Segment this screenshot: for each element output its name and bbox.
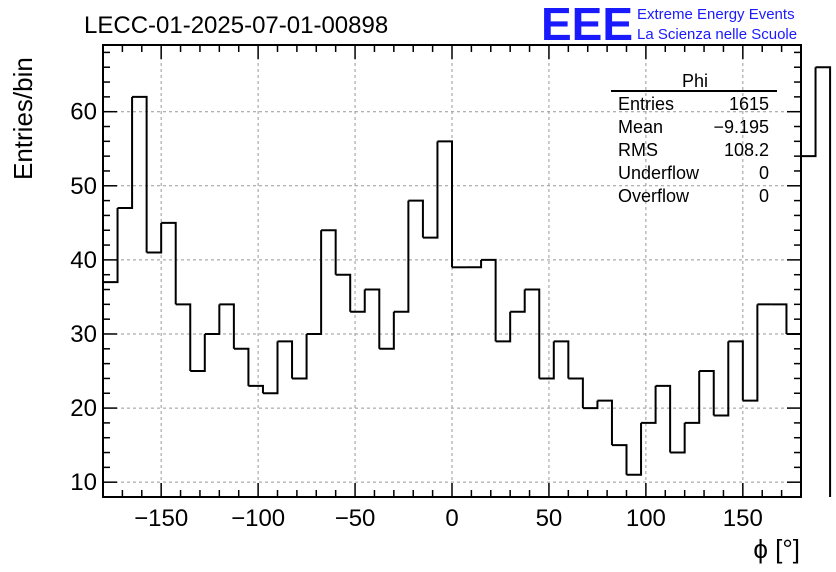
eee-logo-mark: EEE — [541, 0, 633, 50]
stats-value: 0 — [759, 186, 769, 206]
histogram-bin — [204, 304, 221, 335]
stats-label: Overflow — [618, 186, 690, 206]
histogram-bin — [670, 422, 686, 454]
histogram-bin — [568, 377, 584, 409]
histogram-bin — [801, 67, 817, 158]
x-tick-label: 100 — [626, 505, 666, 532]
histogram-bin — [161, 221, 177, 305]
chart-title: LECC-01-2025-07-01-00898 — [84, 12, 388, 39]
y-tick-label: 10 — [70, 469, 97, 496]
stats-box: Phi Entries 1615 Mean −9.195 RMS 108.2 Underfl… — [611, 71, 777, 206]
axis-ticks — [102, 45, 802, 498]
y-tick-label: 50 — [70, 173, 97, 200]
histogram-bin — [742, 304, 759, 402]
histogram-bin — [524, 288, 541, 379]
histogram-bin — [277, 340, 294, 379]
histogram-bin — [146, 222, 163, 254]
stats-label: Mean — [618, 117, 663, 137]
histogram-bin — [437, 140, 453, 268]
histogram-bin — [728, 340, 744, 401]
y-axis-label: Entries/bin — [8, 57, 38, 180]
histogram-bin — [582, 400, 599, 410]
histogram-bin — [379, 311, 395, 350]
stats-label: Underflow — [618, 163, 700, 183]
histogram-bin — [771, 303, 788, 334]
stats-label: RMS — [618, 140, 658, 160]
histogram-bin — [481, 258, 497, 342]
y-tick-label: 30 — [70, 321, 97, 348]
y-tick-label: 40 — [70, 247, 97, 274]
histogram-bin — [321, 229, 337, 275]
x-tick-labels: −150 −100 −50 0 50 100 150 — [134, 505, 763, 532]
x-tick-label: −50 — [335, 505, 376, 532]
histogram-bin — [626, 422, 643, 476]
eee-logo-line2: La Scienza nelle Scuole — [637, 26, 797, 43]
histogram-bin — [364, 288, 381, 349]
histogram-bin — [132, 95, 148, 253]
stats-value: −9.195 — [713, 117, 769, 137]
y-tick-label: 60 — [70, 99, 97, 126]
histogram-bin — [175, 303, 192, 372]
histogram-bin — [335, 273, 352, 312]
histogram-bin — [422, 141, 439, 239]
histogram-bin — [190, 333, 206, 373]
histogram-bin — [539, 341, 555, 380]
histogram-bin — [553, 340, 570, 379]
stats-value: 108.2 — [724, 140, 769, 160]
histogram-bin — [262, 341, 279, 395]
x-tick-label: −150 — [134, 505, 188, 532]
eee-logo-line1: Extreme Energy Events — [637, 6, 795, 23]
stats-value: 1615 — [729, 94, 769, 114]
histogram-bin — [306, 230, 323, 335]
histogram-bin — [597, 399, 613, 446]
stats-title: Phi — [682, 71, 708, 91]
x-tick-label: 50 — [536, 505, 563, 532]
histogram-bars — [102, 66, 832, 497]
histogram-bin — [393, 200, 410, 313]
x-tick-label: −100 — [231, 505, 285, 532]
stats-label: Entries — [618, 94, 674, 114]
histogram-bin — [684, 371, 701, 424]
histogram-bin — [117, 96, 134, 210]
histogram-bin — [102, 208, 119, 497]
histogram-bin — [495, 311, 512, 343]
x-tick-label: 150 — [723, 505, 763, 532]
histogram-bin — [350, 289, 366, 313]
x-tick-label: 0 — [445, 505, 458, 532]
y-tick-labels: 10 20 30 40 50 60 — [70, 99, 97, 496]
histogram-bin — [611, 444, 628, 475]
grid-lines — [103, 45, 801, 497]
histogram-bin — [408, 199, 424, 238]
y-tick-label: 20 — [70, 395, 97, 422]
histogram-bin — [641, 385, 657, 424]
histogram-bin — [815, 66, 832, 497]
histogram-bin — [655, 384, 672, 453]
x-axis-label: ϕ [°] — [753, 534, 800, 564]
eee-logo: EEE Extreme Energy Events La Scienza nel… — [541, 0, 797, 50]
histogram-bin — [466, 259, 483, 269]
histogram-bin — [699, 370, 715, 416]
histogram-bin — [713, 341, 730, 417]
histogram-bin — [292, 333, 308, 380]
histogram-bin — [248, 384, 264, 394]
stats-value: 0 — [759, 163, 769, 183]
histogram-bin — [510, 289, 526, 313]
histogram-bin — [219, 303, 235, 349]
histogram-bin — [233, 347, 250, 386]
